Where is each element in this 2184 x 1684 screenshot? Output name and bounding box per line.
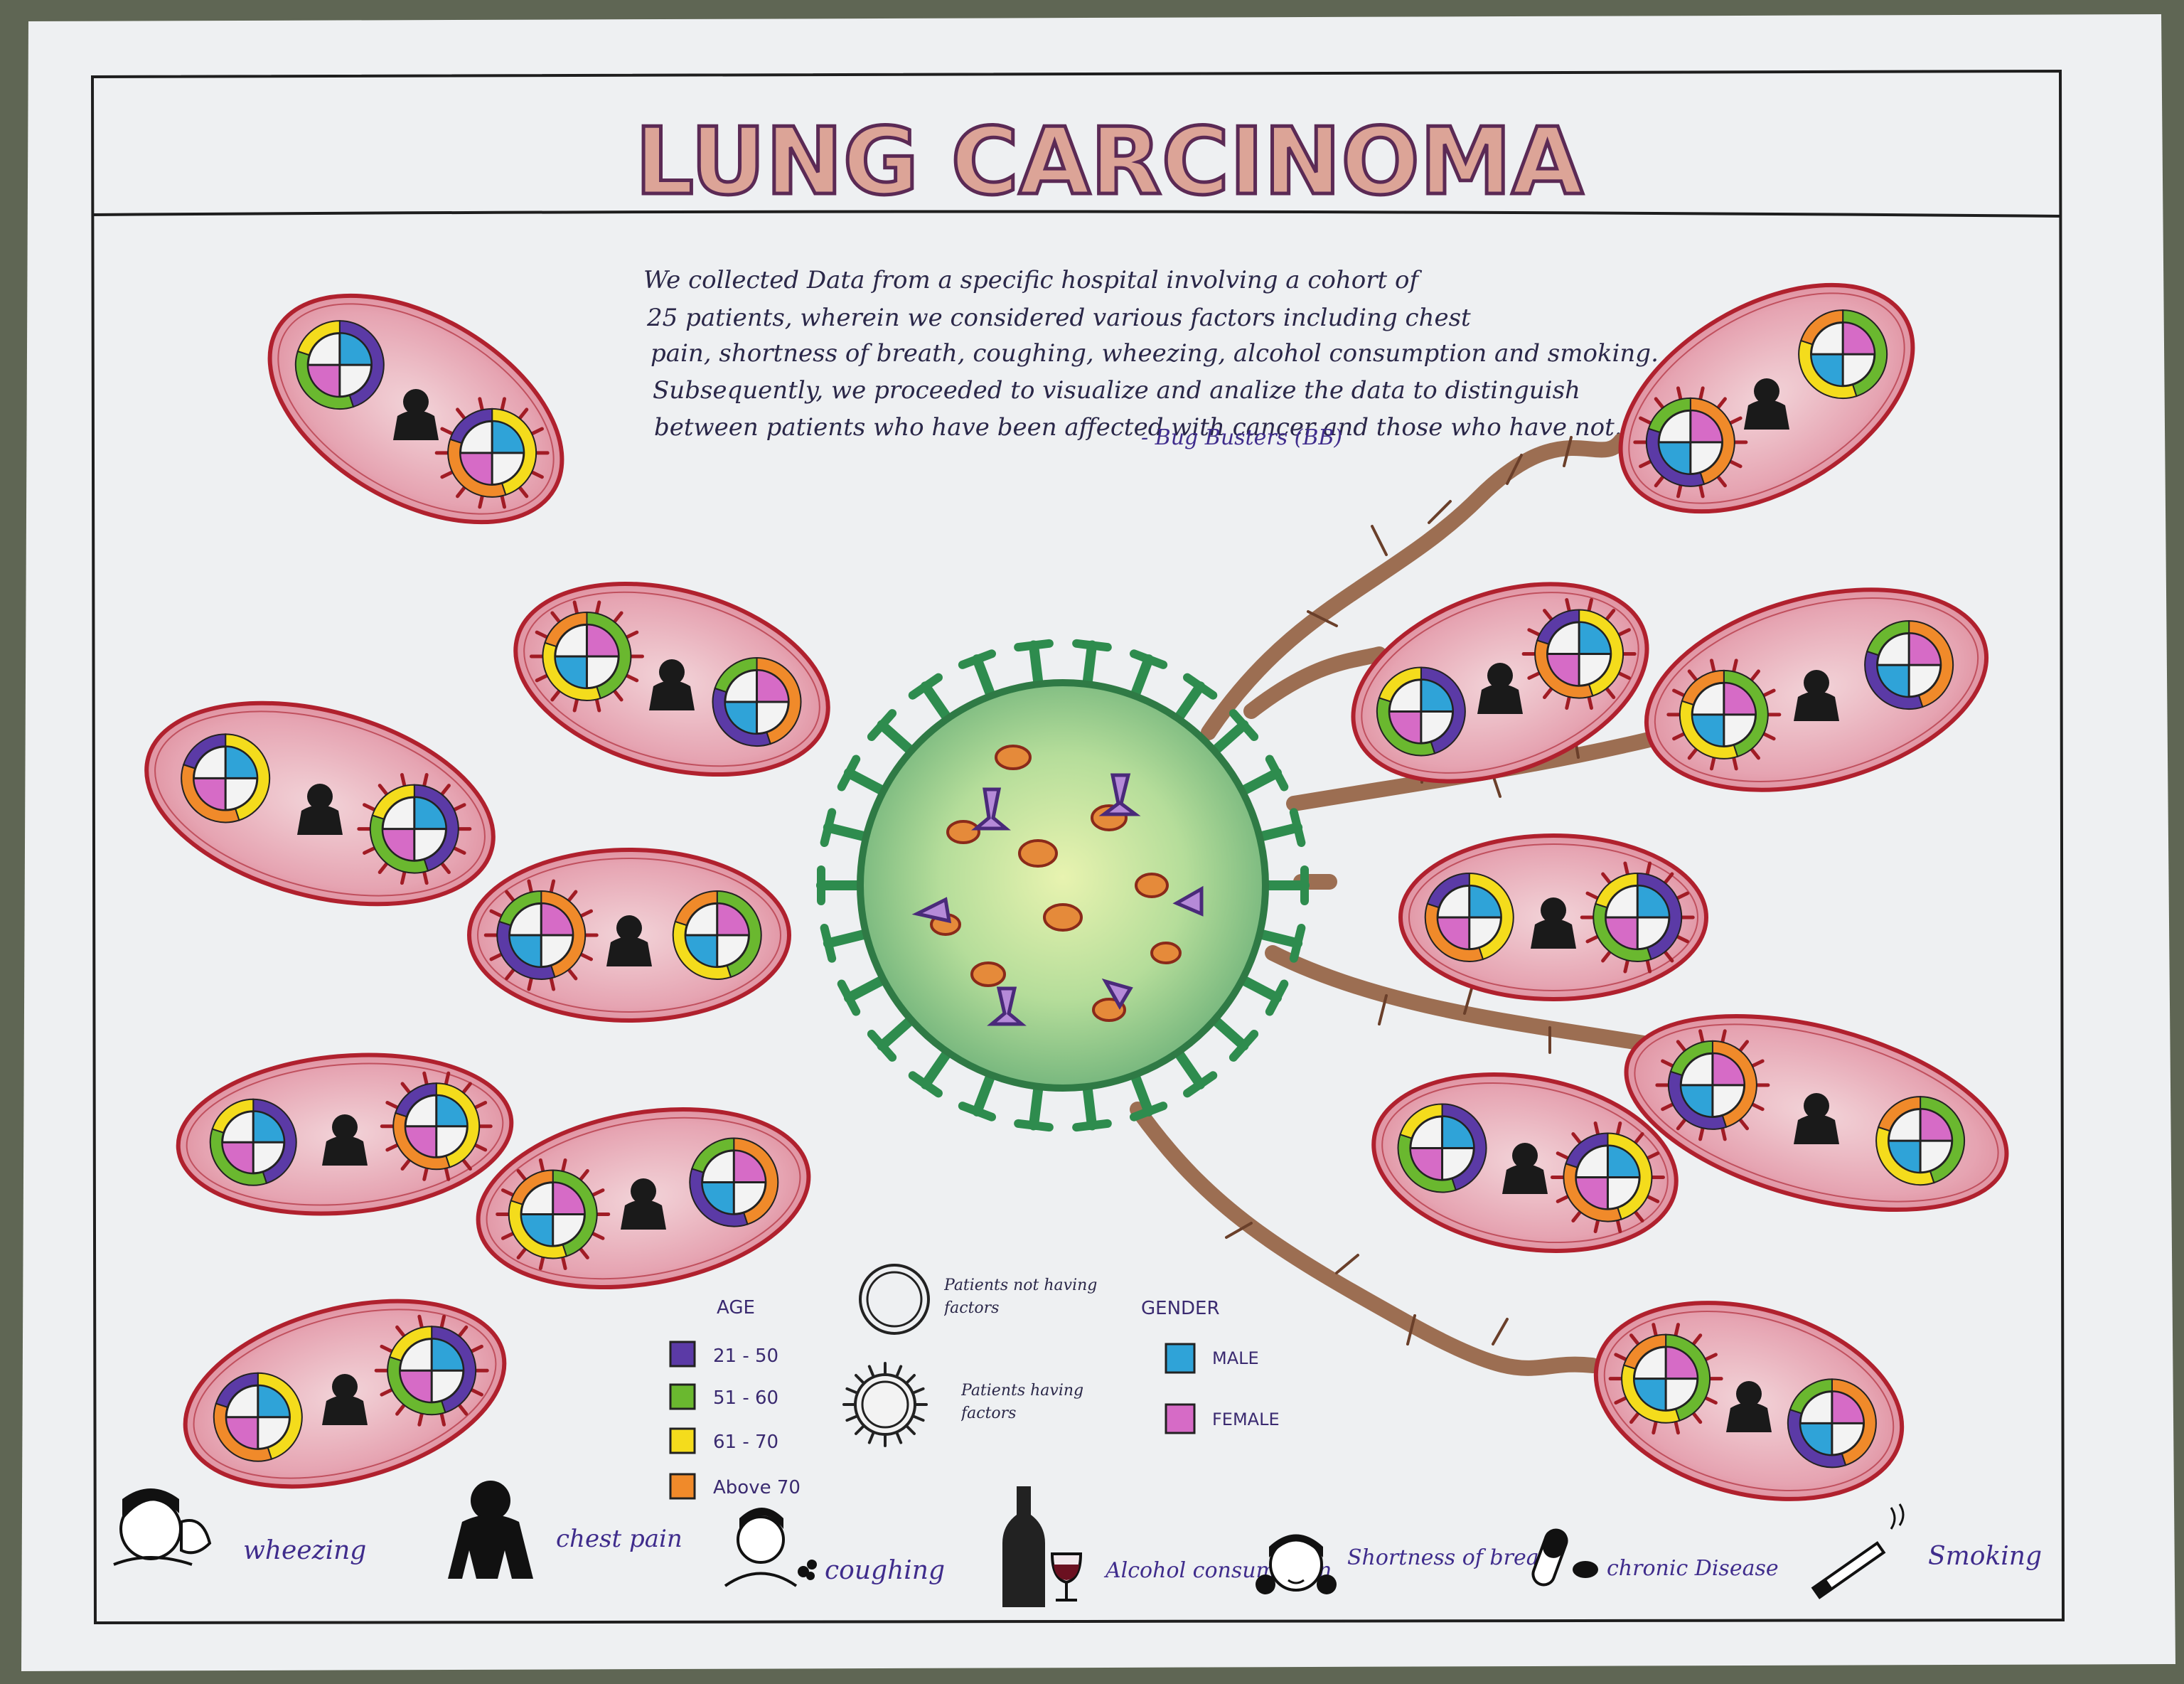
patient-disc-icon xyxy=(294,320,385,410)
patient-cell xyxy=(176,1052,514,1216)
gender-label: FEMALE xyxy=(1212,1409,1280,1429)
poster-border xyxy=(90,69,2065,1625)
patient-disc-icon xyxy=(1864,620,1954,710)
patient-cells xyxy=(144,282,2009,1501)
intro-paragraph: We collected Data from a specific hospit… xyxy=(643,266,1659,450)
patient-cell xyxy=(267,293,564,525)
age-label: Above 70 xyxy=(713,1477,801,1498)
patient-disc-icon xyxy=(1376,666,1466,757)
factor-label: chest pain xyxy=(556,1525,682,1553)
wheezing-icon xyxy=(113,1488,212,1566)
intro-line: Subsequently, we proceeded to visualize … xyxy=(653,376,1580,405)
patient-disc-icon xyxy=(689,1137,779,1227)
patient-cell xyxy=(1351,582,1649,784)
patient-disc-icon xyxy=(672,890,762,981)
chronic-disease-icon xyxy=(1531,1528,1598,1587)
patient-disc-icon xyxy=(1521,598,1637,710)
factor-label: Smoking xyxy=(1928,1542,2042,1571)
factors-label: Patients having factors xyxy=(961,1382,1084,1422)
patient-disc-icon xyxy=(374,1314,489,1427)
age-swatch-51-60 xyxy=(669,1383,696,1410)
patient-disc-icon xyxy=(1787,1378,1877,1469)
factor-label: chronic Disease xyxy=(1607,1556,1779,1581)
age-swatch-above-70 xyxy=(669,1473,696,1500)
patient-disc-icon xyxy=(1655,1029,1770,1141)
patient-disc-icon xyxy=(483,879,599,991)
gender-heading: GENDER xyxy=(1141,1298,1220,1319)
patient-cell xyxy=(467,848,791,1023)
patient-cell xyxy=(183,1299,507,1489)
patient-disc-icon xyxy=(1424,872,1514,963)
patient-disc-icon xyxy=(1633,386,1748,499)
title-divider xyxy=(92,210,2062,218)
patient-disc-icon xyxy=(1580,861,1695,974)
gender-swatch-female xyxy=(1165,1403,1196,1434)
alcohol-icon xyxy=(1002,1486,1083,1607)
patient-disc-icon xyxy=(213,1372,303,1462)
no-factors-label: Patients not having factors xyxy=(944,1277,1098,1317)
patient-cell xyxy=(476,1107,811,1290)
patient-cell xyxy=(1618,282,1915,514)
patient-cell xyxy=(144,700,496,907)
factor-label: Shortness of breath xyxy=(1347,1545,1561,1570)
patient-disc-icon xyxy=(529,600,644,713)
factor-label: coughing xyxy=(825,1556,945,1585)
factors-ring-icon xyxy=(842,1362,928,1447)
intro-line: We collected Data from a specific hospit… xyxy=(643,266,1422,294)
page-title: LUNG CARCINOMA xyxy=(635,107,1583,215)
patient-cell xyxy=(1371,1072,1679,1253)
patient-disc-icon xyxy=(1397,1103,1487,1193)
age-heading: AGE xyxy=(717,1297,755,1318)
shortness-of-breath-icon xyxy=(1256,1534,1337,1594)
patient-disc-icon xyxy=(1666,659,1782,771)
factor-key: wheezing chest pain coughing Alcohol con… xyxy=(113,1481,2042,1607)
age-label: 51 - 60 xyxy=(713,1387,778,1409)
patient-disc-icon xyxy=(357,773,472,885)
patient-disc-icon xyxy=(434,397,550,509)
gender-swatch-male xyxy=(1165,1343,1196,1374)
patient-cell xyxy=(1398,833,1708,1001)
legend: AGE 21 - 50 51 - 60 61 - 70 Above 70 Pat… xyxy=(669,1264,1280,1500)
no-factors-ring-icon xyxy=(859,1264,930,1335)
chest-pain-icon xyxy=(448,1481,533,1579)
patient-cell xyxy=(513,581,830,777)
patient-disc-icon xyxy=(1798,309,1888,400)
age-label: 21 - 50 xyxy=(713,1345,778,1367)
virus xyxy=(816,639,1310,1132)
age-swatch-21-50 xyxy=(669,1341,696,1368)
patient-disc-icon xyxy=(380,1071,493,1181)
age-swatch-61-70 xyxy=(669,1427,696,1454)
patient-cell xyxy=(1593,1301,1905,1501)
patient-disc-icon xyxy=(1550,1121,1665,1234)
age-label: 61 - 70 xyxy=(713,1432,778,1453)
patient-cell xyxy=(1624,1013,2009,1213)
patient-disc-icon xyxy=(712,657,802,747)
intro-line: pain, shortness of breath, coughing, whe… xyxy=(651,339,1659,368)
signature: - Bug Busters (BB) xyxy=(1141,425,1342,450)
intro-line: between patients who have been affected … xyxy=(654,413,1622,442)
patient-disc-icon xyxy=(209,1098,297,1186)
gender-label: MALE xyxy=(1212,1348,1259,1368)
factor-label: wheezing xyxy=(243,1536,366,1565)
branches xyxy=(1130,433,1664,1376)
patient-disc-icon xyxy=(496,1158,611,1270)
patient-disc-icon xyxy=(1875,1096,1966,1186)
patient-disc-icon xyxy=(181,733,271,824)
coughing-icon xyxy=(724,1508,817,1587)
patient-disc-icon xyxy=(1608,1323,1723,1435)
smoking-icon xyxy=(1811,1503,1905,1599)
patient-cell xyxy=(1644,587,1989,792)
intro-line: 25 patients, wherein we considered vario… xyxy=(646,304,1471,332)
